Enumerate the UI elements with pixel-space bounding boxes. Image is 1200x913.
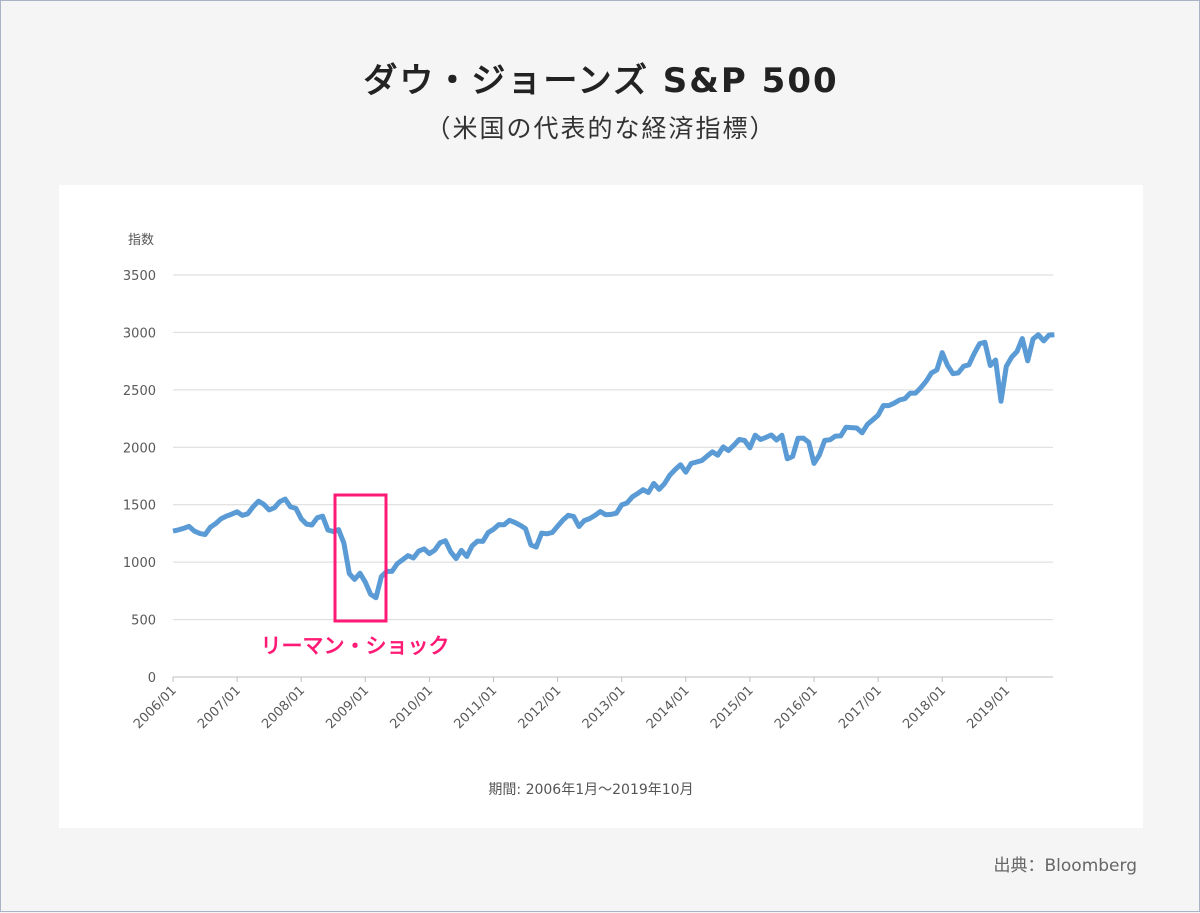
page-title: ダウ・ジョーンズ S&P 500 [363, 61, 839, 101]
series-line-sp500 [172, 332, 1055, 601]
source-credit: 出典：Bloomberg [993, 856, 1137, 876]
y-tick-label: 0 [148, 671, 156, 686]
x-tick-label: 2016/01 [772, 683, 821, 732]
x-tick-label: 2015/01 [708, 683, 757, 732]
y-tick-label: 2000 [123, 441, 156, 456]
x-tick-label: 2013/01 [580, 683, 629, 732]
x-tick-label: 2011/01 [452, 683, 501, 732]
x-tick-label: 2019/01 [964, 683, 1013, 732]
y-axis-label: 指数 [128, 233, 154, 248]
x-tick-label: 2018/01 [900, 683, 949, 732]
x-tick-label: 2009/01 [323, 683, 372, 732]
lehman-highlight-box [333, 493, 388, 623]
x-tick-label: 2007/01 [195, 683, 244, 732]
x-tick-label: 2010/01 [387, 683, 436, 732]
x-tick-label: 2012/01 [516, 683, 565, 732]
y-tick-label: 3000 [123, 326, 156, 341]
y-tick-label: 1000 [123, 556, 156, 571]
x-tick-label: 2017/01 [836, 683, 885, 732]
y-tick-label: 2500 [123, 384, 156, 399]
x-tick-label: 2008/01 [259, 683, 308, 732]
annotation-lehman: リーマン・ショック [261, 634, 450, 658]
y-tick-label: 500 [131, 614, 156, 629]
y-tick-label: 3500 [123, 269, 156, 284]
x-axis-label: 期間: 2006年1月〜2019年10月 [488, 782, 693, 798]
x-tick-label: 2006/01 [131, 683, 180, 732]
x-tick-label: 2014/01 [644, 683, 693, 732]
page-subtitle: （米国の代表的な経済指標） [425, 114, 777, 143]
chart-card [59, 185, 1143, 828]
y-tick-label: 1500 [123, 499, 156, 514]
